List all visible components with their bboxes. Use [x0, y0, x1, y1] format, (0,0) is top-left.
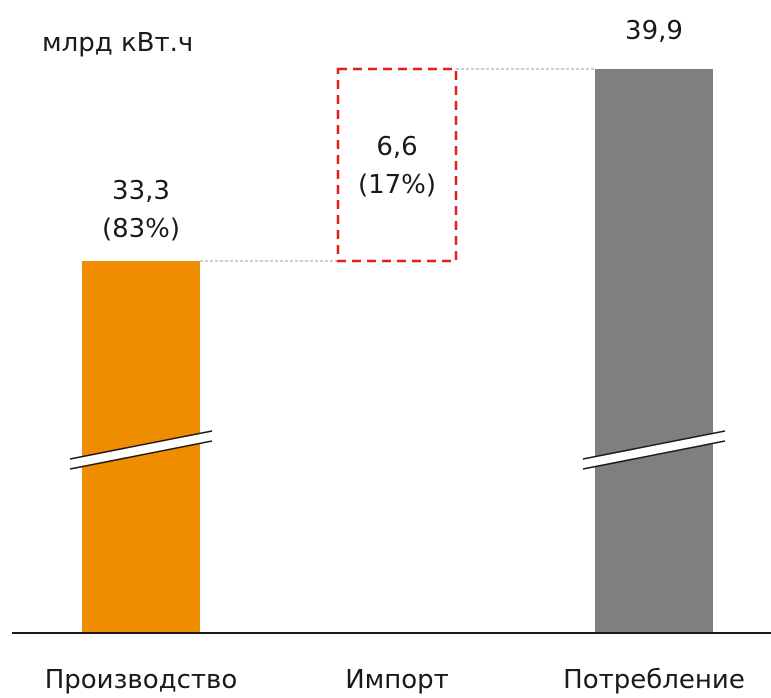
bar-3 [595, 69, 713, 633]
unit-label: млрд кВт.ч [42, 28, 194, 58]
value-label-3: 39,9 [625, 16, 683, 46]
category-label-2: Импорт [345, 665, 449, 695]
category-label-1: Производство [45, 665, 238, 695]
axis-break-line-b-3 [582, 440, 726, 470]
category-label-3: Потребление [563, 665, 745, 695]
bar-2-increment [336, 67, 458, 263]
share-label-2: (17%) [358, 170, 436, 200]
connector-lines [200, 68, 595, 262]
axis-break-line-b-1 [69, 440, 213, 470]
axis-break-gap-3 [583, 431, 725, 469]
value-label-2: 6,6 [376, 132, 417, 162]
axis-break-line-a-1 [69, 430, 213, 460]
axis-break-gap-1 [70, 431, 212, 469]
value-labels: 33,3 (83%) 6,6 (17%) 39,9 [102, 16, 683, 244]
axis-break-line-a-3 [582, 430, 726, 460]
axis-breaks [69, 430, 726, 470]
value-label-1: 33,3 [112, 176, 170, 206]
share-label-1: (83%) [102, 214, 180, 244]
category-labels: Производство Импорт Потребление [45, 665, 745, 695]
